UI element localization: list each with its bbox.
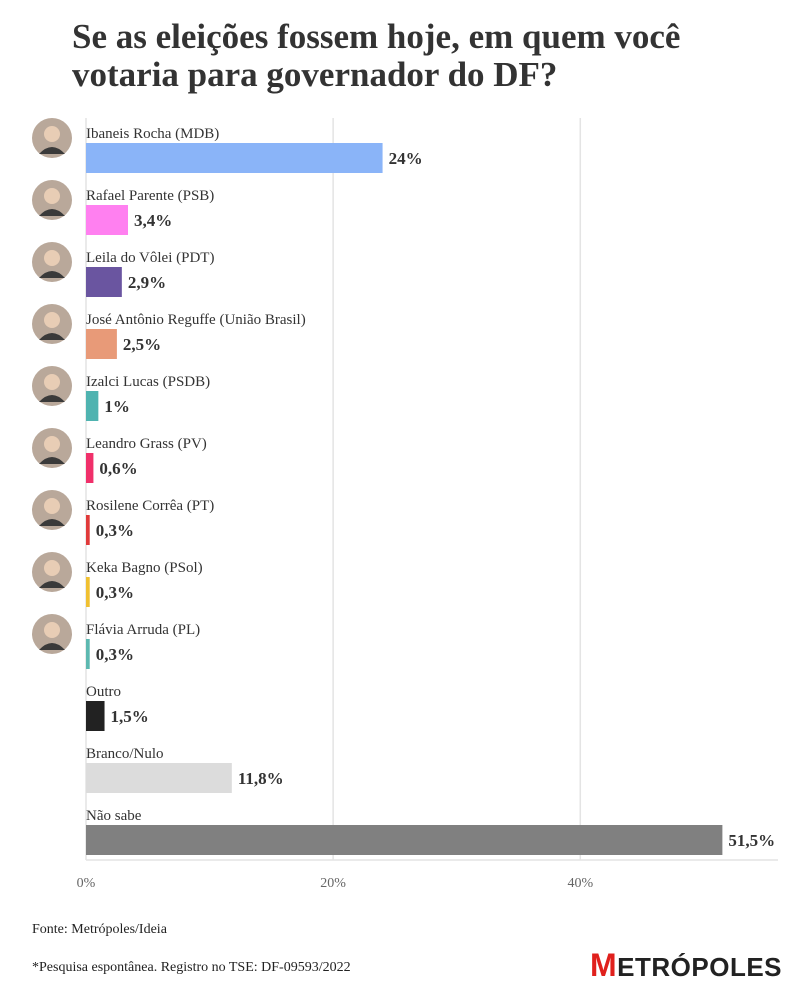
bar	[86, 267, 122, 297]
value-label: 0,3%	[96, 583, 134, 602]
bar	[86, 205, 129, 235]
avatar-body	[39, 333, 65, 340]
bar	[86, 825, 723, 855]
category-label: Branco/Nulo	[86, 746, 163, 762]
category-label: José Antônio Reguffe (União Brasil)	[86, 312, 306, 328]
value-label: 3,4%	[134, 211, 172, 230]
bar	[86, 639, 90, 669]
avatar-head	[44, 560, 60, 576]
brand-logo: METRÓPOLES	[590, 947, 783, 983]
avatar-head	[44, 622, 60, 638]
avatar-body	[39, 457, 65, 464]
category-label: Izalci Lucas (PSDB)	[86, 374, 210, 390]
value-label: 24%	[389, 149, 423, 168]
category-label: Keka Bagno (PSol)	[86, 560, 203, 576]
avatar-head	[44, 374, 60, 390]
avatar-head	[44, 250, 60, 266]
bar	[86, 577, 90, 607]
bar	[86, 329, 117, 359]
avatar-body	[39, 643, 65, 650]
value-label: 51,5%	[728, 831, 775, 850]
value-label: 1,5%	[111, 707, 149, 726]
avatar-head	[44, 498, 60, 514]
value-label: 0,6%	[99, 459, 137, 478]
value-label: 2,9%	[128, 273, 166, 292]
avatar-body	[39, 581, 65, 588]
avatar-body	[39, 271, 65, 278]
value-label: 0,3%	[96, 521, 134, 540]
category-label: Leandro Grass (PV)	[86, 436, 207, 452]
avatar-head	[44, 436, 60, 452]
note: *Pesquisa espontânea. Registro no TSE: D…	[32, 960, 351, 975]
category-label: Rosilene Corrêa (PT)	[86, 498, 214, 514]
value-label: 0,3%	[96, 645, 134, 664]
category-label: Não sabe	[86, 808, 142, 824]
x-tick-label: 0%	[77, 876, 96, 891]
category-label: Outro	[86, 684, 121, 700]
avatar-head	[44, 126, 60, 142]
source: Fonte: Metrópoles/Ideia	[32, 922, 167, 937]
bar	[86, 453, 94, 483]
x-tick-label: 40%	[567, 876, 593, 891]
bar	[86, 763, 232, 793]
category-label: Ibaneis Rocha (MDB)	[86, 126, 219, 142]
avatar-body	[39, 147, 65, 154]
bar	[86, 701, 105, 731]
avatar-head	[44, 188, 60, 204]
category-label: Leila do Vôlei (PDT)	[86, 250, 214, 266]
avatar-body	[39, 209, 65, 216]
value-label: 2,5%	[123, 335, 161, 354]
category-label: Rafael Parente (PSB)	[86, 188, 214, 204]
bar	[86, 391, 99, 421]
bar	[86, 515, 90, 545]
avatar-body	[39, 395, 65, 402]
value-label: 11,8%	[238, 769, 284, 788]
chart-title: Se as eleições fossem hoje, em quem você…	[72, 17, 681, 94]
category-label: Flávia Arruda (PL)	[86, 622, 200, 638]
x-tick-label: 20%	[320, 876, 346, 891]
avatar-body	[39, 519, 65, 526]
avatar-head	[44, 312, 60, 328]
value-label: 1%	[104, 397, 130, 416]
bar	[86, 143, 383, 173]
